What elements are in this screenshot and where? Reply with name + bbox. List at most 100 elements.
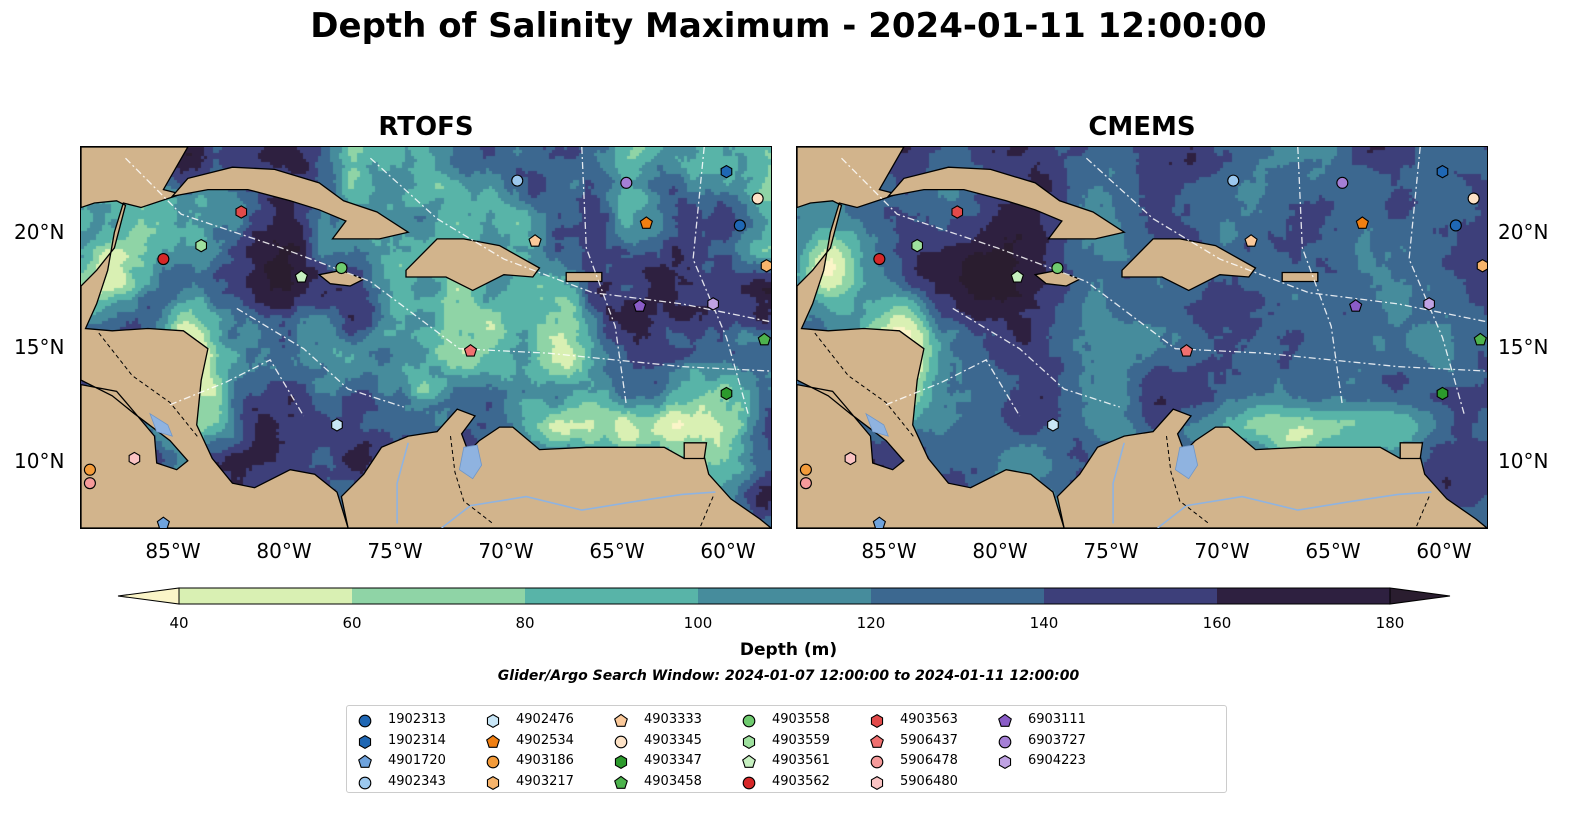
colorbar-svg	[117, 587, 1451, 605]
float-marker-4903217	[1476, 259, 1487, 273]
hexagon-marker-icon	[486, 775, 500, 790]
search-window-caption: Glider/Argo Search Window: 2024-01-07 12…	[497, 668, 1080, 684]
pentagon-marker-icon	[486, 734, 500, 748]
land-cuba	[170, 166, 410, 240]
legend-marker-4902343	[358, 776, 372, 789]
lat-tick-label: 10°N	[14, 449, 65, 473]
land-trinidad	[1399, 442, 1424, 460]
colorbar-bin	[1044, 588, 1217, 604]
float-marker-4902343	[1227, 174, 1240, 187]
legend-item-label: 6903727	[1028, 732, 1086, 748]
eez-boundary	[1297, 147, 1343, 405]
float-marker-4903333	[528, 234, 542, 247]
float-marker-4903345	[1467, 192, 1480, 205]
lon-tick-label: 70°W	[1194, 539, 1250, 563]
lon-tick-label: 75°W	[367, 539, 423, 563]
hexagon-marker-icon	[870, 713, 884, 729]
eez-boundary	[952, 307, 1120, 408]
colorbar-tick-label: 100	[683, 614, 713, 632]
circle-marker-icon	[742, 714, 756, 728]
legend-marker-4902534	[486, 734, 500, 748]
legend-item-label: 4903347	[644, 753, 702, 768]
pentagon-marker-icon	[358, 754, 372, 768]
lat-tick-label: 20°N	[14, 220, 65, 244]
float-marker-4903333	[1244, 234, 1258, 247]
border-line	[699, 496, 714, 528]
legend-item-label: 5906437	[900, 732, 958, 748]
float-marker-4903559	[195, 238, 208, 253]
float-marker-6904223	[707, 297, 719, 311]
legend-item-label: 6903111	[1028, 712, 1086, 727]
border-line	[1166, 436, 1210, 524]
eez-boundary	[236, 307, 404, 408]
float-marker-5906478	[83, 477, 96, 490]
legend-item-label: 1902313	[388, 712, 446, 727]
land-hispaniola	[405, 238, 541, 292]
colorbar-over-arrow	[1389, 587, 1451, 605]
eez-boundary	[1408, 147, 1466, 417]
land-trinidad	[683, 442, 708, 460]
float-marker-6903111	[1349, 299, 1363, 312]
lon-tick-label: 85°W	[861, 539, 917, 563]
lake-maracaibo	[458, 444, 483, 480]
hexagon-marker-icon	[870, 775, 884, 790]
border-line	[450, 436, 494, 524]
float-marker-1902313	[733, 219, 746, 232]
land-puertorico	[1281, 271, 1319, 283]
eez-boundary	[692, 147, 750, 417]
circle-marker-icon	[998, 735, 1012, 748]
legend-marker-5906480	[870, 775, 884, 790]
lon-tick-label: 65°W	[1305, 539, 1361, 563]
float-marker-4903347	[1436, 386, 1449, 401]
float-marker-1902314	[1436, 164, 1449, 179]
panel-title-rtofs: RTOFS	[378, 112, 474, 142]
legend-item-label: 4903561	[772, 753, 830, 768]
legend-item-label: 4903558	[772, 712, 830, 727]
float-marker-4901720	[156, 516, 170, 528]
eez-boundary	[1085, 157, 1487, 323]
circle-marker-icon	[870, 755, 884, 769]
hexagon-marker-icon	[614, 754, 628, 770]
float-marker-4903562	[157, 253, 170, 266]
float-marker-5906480	[128, 451, 141, 466]
lat-tick-label: 10°N	[1498, 449, 1549, 473]
lon-tick-label: 60°W	[700, 539, 756, 563]
legend-marker-4903458	[614, 775, 628, 789]
lat-tick-label: 15°N	[14, 335, 65, 359]
float-marker-1902314	[720, 164, 733, 179]
float-marker-4903186	[799, 463, 812, 476]
legend-marker-4903561	[742, 754, 756, 768]
legend-marker-4901720	[358, 754, 372, 768]
eez-boundary	[885, 359, 1021, 417]
river-orinoco	[1157, 491, 1432, 528]
legend-item-label: 5906480	[900, 773, 958, 789]
colorbar-tick-label: 80	[515, 614, 535, 632]
circle-marker-icon	[358, 714, 372, 728]
colorbar-under-arrow	[117, 587, 180, 605]
float-marker-4903558	[335, 261, 348, 275]
lat-tick-label: 20°N	[1498, 220, 1549, 244]
colorbar-tick-label: 120	[856, 614, 886, 632]
float-marker-4901720	[872, 516, 886, 528]
map-rtofs-svg	[81, 147, 771, 528]
map-panel-rtofs[interactable]	[80, 146, 772, 529]
lon-tick-label: 65°W	[589, 539, 645, 563]
map-panel-cmems[interactable]	[796, 146, 1488, 529]
land-hispaniola	[1121, 238, 1257, 292]
legend-marker-4903345	[614, 735, 628, 748]
float-marker-4902476	[1047, 418, 1059, 432]
float-marker-5906437	[1179, 343, 1194, 357]
legend-marker-4903333	[614, 713, 628, 727]
lon-tick-label: 80°W	[972, 539, 1028, 563]
pentagon-marker-icon	[870, 734, 884, 748]
legend-item-label: 4903345	[644, 732, 702, 748]
pentagon-marker-icon	[998, 713, 1012, 727]
lake-nicaragua	[149, 412, 173, 437]
legend-item-label: 4902534	[516, 732, 574, 748]
circle-marker-icon	[358, 776, 372, 789]
circle-marker-icon	[486, 755, 500, 769]
eez-boundary	[581, 147, 627, 405]
river-magdalena	[396, 442, 409, 524]
land-central-america	[81, 147, 349, 528]
legend-item-label: 4902476	[516, 712, 574, 727]
